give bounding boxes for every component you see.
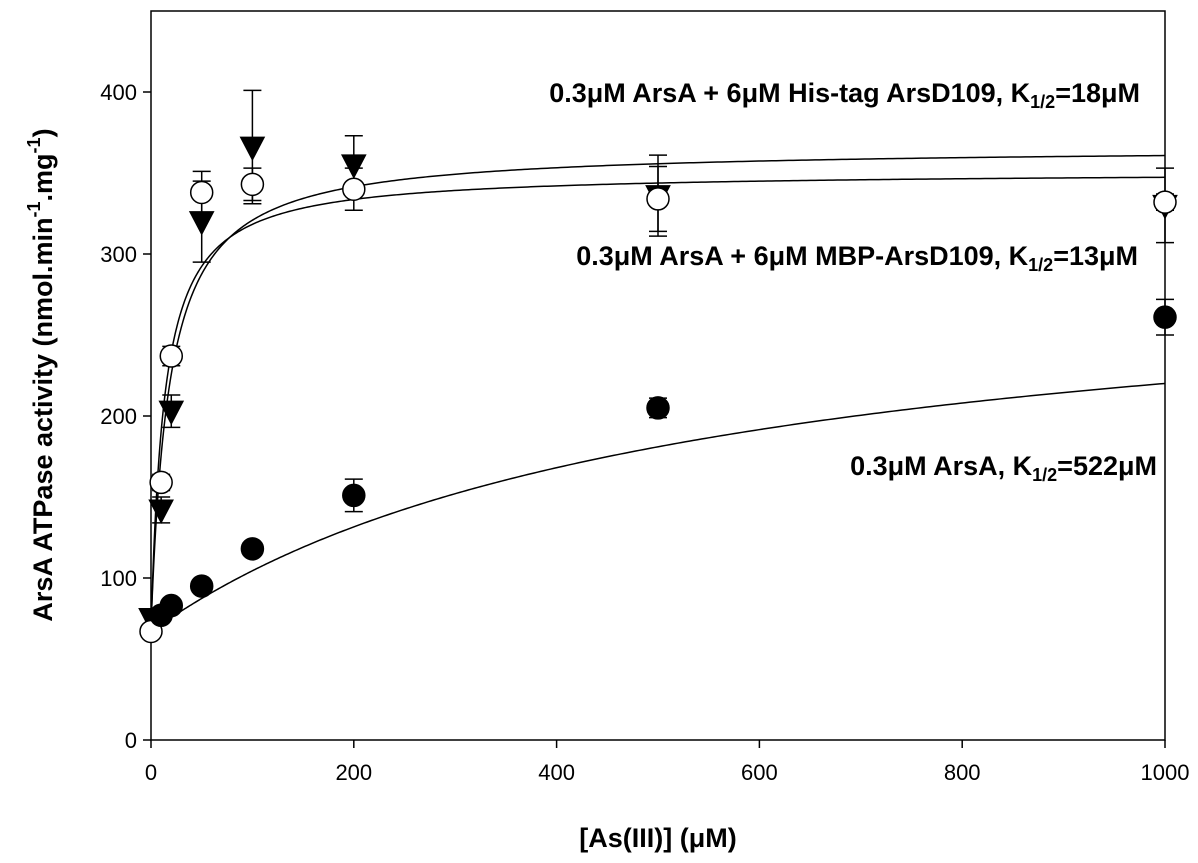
fit-curve-3	[150, 382, 1166, 633]
x-tick-label: 0	[145, 760, 157, 785]
data-point-circle-open	[189, 180, 214, 205]
data-point-circle-filled	[1153, 305, 1177, 329]
annotation-text: =13μM	[1053, 241, 1138, 271]
y-tick-label: 400	[100, 80, 137, 105]
y-tick-label: 0	[125, 728, 137, 753]
data-point-circle-open	[159, 344, 184, 368]
annotation-text: =522μM	[1057, 451, 1157, 481]
data-point-circle-filled	[159, 593, 184, 618]
data-point-triangle-down	[340, 154, 367, 179]
y-axis-title: ArsA ATPase activity (nmol.min-1.mg-1)	[24, 128, 58, 621]
x-tick-label: 800	[944, 760, 981, 785]
x-axis-title: [As(III)] (μM)	[579, 823, 736, 853]
annotation-subscript: 1/2	[1030, 92, 1055, 112]
annotation-2: 0.3μM ArsA + 6μM MBP-ArsD109, K1/2=13μM	[576, 241, 1138, 275]
data-points	[138, 89, 1178, 644]
annotation-text: 0.3μM ArsA + 6μM MBP-ArsD109, K	[576, 241, 1028, 271]
data-point-circle-open	[149, 470, 173, 495]
plot-frame	[150, 10, 1166, 741]
annotation-subscript: 1/2	[1032, 465, 1057, 485]
y-tick-label: 300	[100, 242, 137, 267]
fit-curve-1	[150, 154, 1166, 627]
x-axis-ticks: 0 200 400 600 800 1000	[145, 740, 1190, 785]
data-point-circle-open	[342, 177, 366, 201]
data-point-circle-open	[1153, 190, 1177, 214]
data-point-circle-open	[240, 172, 265, 197]
x-tick-label: 600	[741, 760, 778, 785]
x-tick-label: 200	[335, 760, 372, 785]
data-point-circle-open	[646, 187, 670, 211]
annotation-3: 0.3μM ArsA, K1/2=522μM	[850, 451, 1157, 485]
annotation-text: 0.3μM ArsA + 6μM His-tag ArsD109, K	[549, 78, 1030, 108]
data-point-triangle-down	[239, 136, 266, 162]
annotation-subscript: 1/2	[1028, 255, 1053, 275]
data-point-triangle-down	[158, 400, 185, 426]
x-tick-label: 1000	[1141, 760, 1190, 785]
data-point-triangle-down	[188, 211, 215, 236]
data-point-circle-filled	[189, 574, 214, 598]
annotations: 0.3μM ArsA + 6μM His-tag ArsD109, K1/2=1…	[549, 78, 1157, 485]
data-point-circle-filled	[646, 396, 670, 420]
annotation-text: 0.3μM ArsA, K	[850, 451, 1033, 481]
x-tick-label: 400	[538, 760, 575, 785]
data-point-triangle-down	[148, 499, 174, 525]
y-axis-ticks: 0 100 200 300 400	[100, 80, 151, 753]
y-tick-label: 100	[100, 566, 137, 591]
y-tick-label: 200	[100, 404, 137, 429]
data-point-circle-filled	[240, 537, 265, 561]
data-point-circle-filled	[342, 483, 366, 508]
annotation-1: 0.3μM ArsA + 6μM His-tag ArsD109, K1/2=1…	[549, 78, 1140, 112]
annotation-text: =18μM	[1055, 78, 1140, 108]
